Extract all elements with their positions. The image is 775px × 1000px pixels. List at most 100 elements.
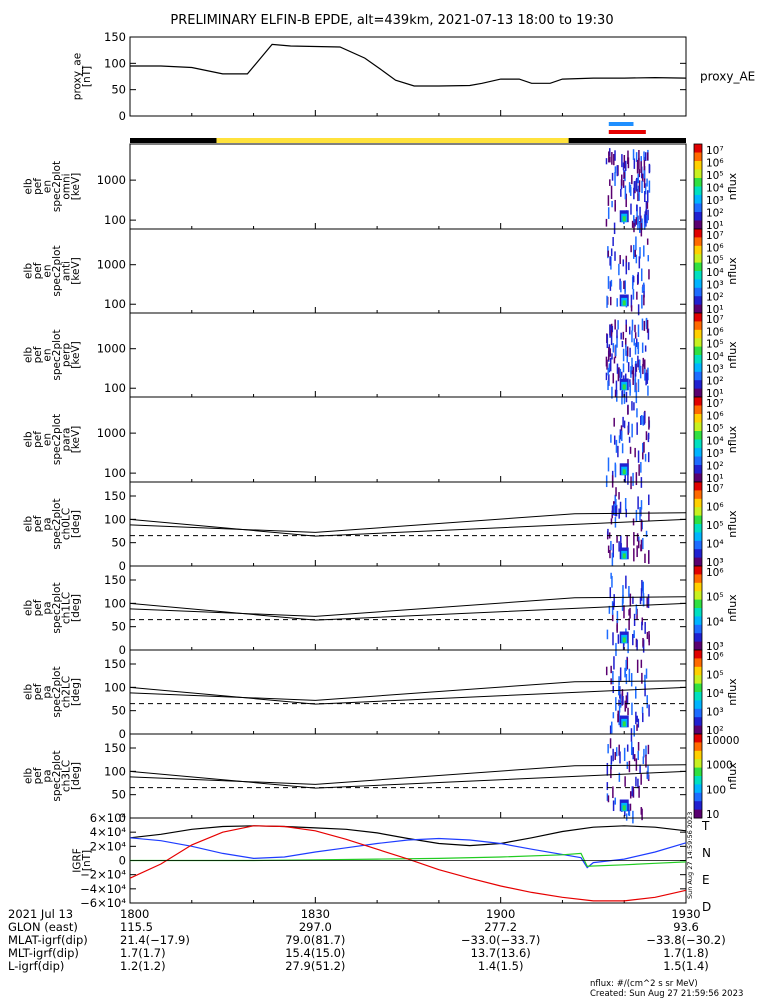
series-E [130,852,687,867]
colorbar-segment [694,507,702,517]
spectrogram-cell [628,436,631,443]
colorbar-segment [694,599,702,609]
spectrogram-cell [606,295,608,308]
spectrogram-cell [628,609,630,616]
spectrogram-cell [632,244,635,259]
y-axis-label: ch1LC [60,592,72,624]
colorbar-tick-label: 10³ [706,707,724,719]
spectrogram-cell [644,152,647,161]
y-tick-label: −4×10⁴ [80,882,126,896]
spectrogram-cell [634,373,637,383]
spectrogram-cell [612,786,614,799]
spectrogram-cell [612,685,615,694]
panel-frame [129,565,687,651]
series-D [129,825,687,902]
colorbar-segment [694,482,702,491]
spectrogram-cell [634,342,637,355]
spectrogram-cell [619,429,622,440]
spectrogram-cell [633,630,635,639]
colorbar-segment [694,262,702,272]
colorbar-tick-label: 10² [706,208,724,220]
spectrogram-cell [617,710,619,722]
spectrogram-cell [634,447,636,458]
y-axis-label: elb [22,347,34,363]
y-axis-label: pa [41,517,53,530]
colorbar-tick-label: 10¹ [706,304,724,316]
y-tick-label: 0 [119,854,126,868]
spectrogram-cell [640,156,642,167]
spectrogram-cell [637,272,639,284]
colorbar-segment [694,515,702,525]
spectrogram-cell [609,156,611,163]
spectrogram-cell [630,366,632,374]
spectrogram-cell [643,441,645,453]
spectrogram-core [619,294,629,307]
spectrogram-cell [607,457,610,472]
y-axis-label: ch0LC [60,508,72,540]
spectrogram-cell [630,305,633,312]
spectrogram-cell [617,634,620,644]
spectrogram-cell [613,154,615,166]
spectrogram-cell [613,222,616,235]
spectrogram-cell [623,747,626,762]
panel-ch0LC: 050100150elbpefpaspec2plotch0LC[deg]10³1… [22,481,739,573]
spectrogram-cell [616,610,619,623]
y-tick-label: 150 [104,741,126,755]
spectrogram-cell [631,319,634,331]
colorbar-tick-label: 10⁶ [706,326,724,338]
spectrogram-cell [632,633,634,646]
spectrogram-core [619,715,629,728]
y-axis-label: [deg] [70,594,82,622]
spectrogram-cell [645,745,647,757]
colorbar-label: nflux [726,257,739,285]
spectrogram-cell [612,544,615,558]
colorbar-tick-label: 10³ [706,195,724,207]
y-tick-label: 4×10⁴ [90,825,127,839]
spectrogram-cell [643,411,646,425]
spectrogram-cell [615,747,618,757]
spectrogram-cell [613,357,616,364]
y-tick-label: 50 [111,536,126,550]
spectrogram-cell [611,386,613,399]
chart-title: PRELIMINARY ELFIN-B EPDE, alt=439km, 202… [170,13,613,28]
spectrogram-cell [608,151,610,163]
spectrogram-cell [631,786,634,797]
y-axis-label: pa [41,601,53,614]
spectrogram-cell [622,259,625,267]
spectrogram-cell [629,382,631,396]
spectrogram-cell [619,694,622,708]
colorbar: 10² 10³ 10⁴ 10⁵ 10⁶ nflux [693,649,739,737]
y-axis-label: spec2plot [51,498,63,549]
ephemeris-value: 1900 [486,907,515,921]
spectrogram-cell [641,342,644,353]
spectrogram-cell [615,498,617,513]
spectrogram-cell [646,238,649,245]
ephemeris-value: 1830 [301,907,330,921]
colorbar-segment [694,203,702,213]
spectrogram-cell [626,535,628,549]
colorbar-tick-label: 100 [706,784,726,796]
spectrogram-cell [633,532,635,546]
spectrogram-cell [637,304,640,316]
spectrogram-cell [622,180,625,188]
spectrogram-cell [641,808,643,821]
spectrogram-cell [605,372,608,381]
spectrogram-cell [641,294,643,309]
spectrogram-cell [646,372,649,384]
spectrogram-cell [612,373,615,384]
spectrogram-cell [635,236,637,251]
y-axis-label: elb [22,600,34,616]
spectrogram-cell [629,791,632,799]
spectrogram-cell [625,160,627,171]
spectrogram-cell [625,262,628,275]
spectrogram-cell [639,247,641,259]
spectrogram-cell [626,657,629,670]
spectrogram-cell [619,751,621,764]
spectrogram-cell [633,338,635,346]
spectrogram-cell [645,372,647,386]
panel-ch1LC: 050100150elbpefpaspec2plotch1LC[deg]10³1… [22,565,739,657]
spectrogram-cell [616,298,618,307]
spectrogram-cell [630,476,632,490]
